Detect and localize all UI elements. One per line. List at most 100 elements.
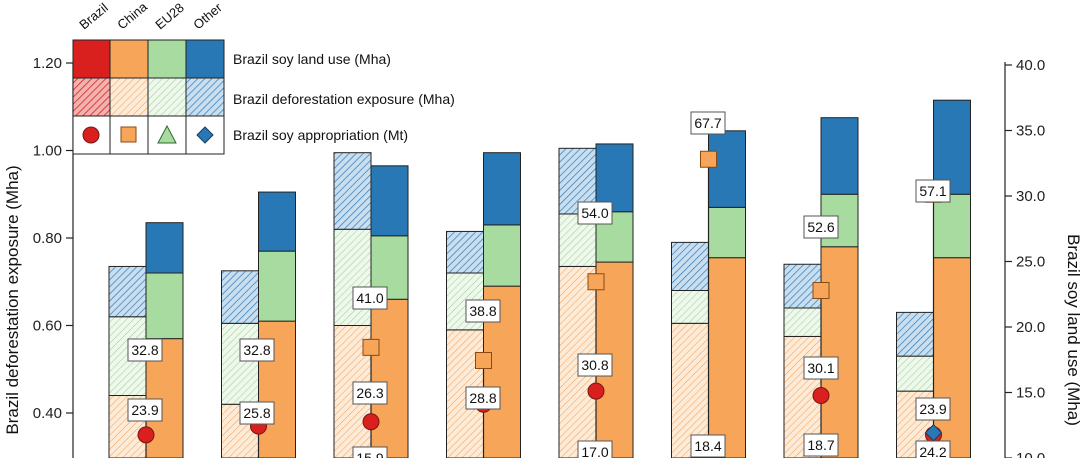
value-label-box: [915, 397, 951, 421]
china-appropriation-marker: [812, 282, 830, 299]
right-axis-ticks: 40.0 35.0 30.0 25.0 20.0 15.0 10.0: [1005, 57, 1045, 458]
right-axis-label: Brazil soy land use (Mha): [1064, 234, 1080, 426]
value-label-box: [239, 401, 275, 425]
legend-label-deforestation: Brazil deforestation exposure (Mha): [233, 91, 455, 107]
defor-eu28-segment: [671, 290, 709, 324]
value-label-box: [577, 440, 613, 458]
brazil-appropriation-marker: [362, 413, 380, 431]
value-label: 28.8: [469, 390, 496, 406]
brazil-appropriation-marker: [587, 382, 605, 400]
defor-eu28-segment: [221, 322, 259, 405]
left-tick-label: 1.20: [33, 55, 62, 72]
legend-grid: [72, 39, 225, 155]
bar-group: [446, 152, 521, 458]
land-china-segment: [933, 257, 971, 458]
legend-swatch-other-solid: [186, 40, 224, 78]
land-china-segment: [820, 246, 859, 458]
bar-group: [333, 152, 409, 458]
defor-other-segment: [446, 230, 484, 274]
left-tick-label: 1.00: [33, 143, 62, 160]
value-label-box: [803, 215, 839, 239]
value-label: 18.7: [807, 437, 834, 453]
legend-square-marker-china: [120, 126, 137, 143]
land-eu28-segment: [483, 224, 521, 287]
value-label-box: [127, 338, 163, 362]
land-china-segment: [708, 257, 746, 458]
china-appropriation-marker: [362, 338, 380, 356]
legend-col-eu28: EU28: [152, 0, 187, 32]
value-label-box: [127, 398, 163, 422]
legend-column-headers: Brazil China EU28 Other: [76, 0, 225, 32]
left-tick-label: 0.80: [33, 230, 62, 247]
right-tick-label: 15.0: [1016, 385, 1045, 402]
land-eu28-segment: [145, 272, 184, 340]
value-labels: 32.8 23.9 32.8 25.8 41.0 26.3 15.9 38.8 28.8 54.0…: [127, 111, 951, 458]
left-tick-label: 0.40: [33, 405, 62, 422]
land-other-segment: [933, 99, 971, 195]
defor-other-segment: [221, 270, 259, 324]
left-tick-label: 0.60: [33, 318, 62, 335]
value-label: 30.1: [807, 360, 834, 376]
legend: Brazil China EU28 Other Brazil: [72, 0, 455, 155]
land-other-segment: [595, 143, 634, 213]
legend-col-other: Other: [190, 0, 225, 32]
land-other-segment: [370, 165, 409, 237]
right-tick-label: 20.0: [1016, 319, 1045, 336]
value-label-box: [465, 386, 501, 410]
right-tick-label: 10.0: [1016, 450, 1045, 458]
legend-circle-marker-brazil: [82, 126, 100, 144]
value-label: 41.0: [356, 290, 383, 306]
china-appropriation-marker: [475, 352, 492, 369]
value-label: 23.9: [131, 402, 158, 418]
right-tick-label: 25.0: [1016, 254, 1045, 271]
legend-swatch-brazil-hatch: [73, 78, 110, 116]
legend-label-appropriation: Brazil soy appropriation (Mt): [233, 127, 408, 143]
land-eu28-segment: [258, 250, 296, 322]
bar-groups: [108, 99, 971, 458]
left-axis-ticks: 1.20 1.00 0.80 0.60 0.40: [33, 55, 73, 422]
defor-eu28-segment: [333, 228, 372, 326]
legend-label-land-use: Brazil soy land use (Mha): [233, 51, 391, 67]
legend-swatch-brazil-solid: [73, 40, 110, 78]
legend-swatch-other-hatch: [186, 78, 224, 116]
legend-diamond-marker-other: [196, 126, 214, 144]
value-label: 32.8: [243, 342, 270, 358]
defor-other-segment: [896, 311, 934, 357]
value-label: 17.0: [581, 444, 608, 458]
value-label: 57.1: [919, 183, 946, 199]
land-eu28-segment: [708, 206, 746, 259]
value-label-box: [352, 286, 388, 310]
land-other-segment: [483, 152, 521, 226]
land-eu28-segment: [933, 193, 971, 259]
defor-other-segment: [671, 241, 709, 291]
legend-swatch-china-solid: [110, 40, 148, 78]
value-label-box: [690, 434, 726, 458]
value-label-box: [577, 201, 613, 225]
left-axis-label: Brazil deforestation exposure (Mha): [3, 165, 22, 434]
value-label: 26.3: [356, 385, 383, 401]
defor-other-segment: [108, 265, 147, 318]
legend-swatch-china-hatch: [110, 78, 148, 116]
value-label-box: [352, 446, 388, 458]
land-other-segment: [258, 191, 296, 252]
brazil-appropriation-marker: [137, 426, 155, 444]
defor-eu28-segment: [783, 307, 822, 337]
value-label: 24.2: [919, 444, 946, 458]
legend-triangle-marker-eu28: [157, 124, 177, 144]
legend-swatch-eu28-hatch: [148, 78, 186, 116]
value-label-box: [352, 381, 388, 405]
value-label-box: [915, 179, 951, 203]
value-label-box: [577, 353, 613, 377]
value-label: 15.9: [356, 450, 383, 458]
value-label-box: [239, 338, 275, 362]
legend-col-china: China: [114, 0, 150, 32]
bar-group: [108, 222, 184, 458]
land-other-segment: [820, 117, 859, 195]
defor-other-segment: [333, 152, 372, 230]
value-label: 38.8: [469, 303, 496, 319]
value-label: 52.6: [807, 219, 834, 235]
land-china-segment: [370, 298, 409, 458]
right-tick-label: 35.0: [1016, 123, 1045, 140]
value-label: 32.8: [131, 342, 158, 358]
value-label: 25.8: [243, 405, 270, 421]
